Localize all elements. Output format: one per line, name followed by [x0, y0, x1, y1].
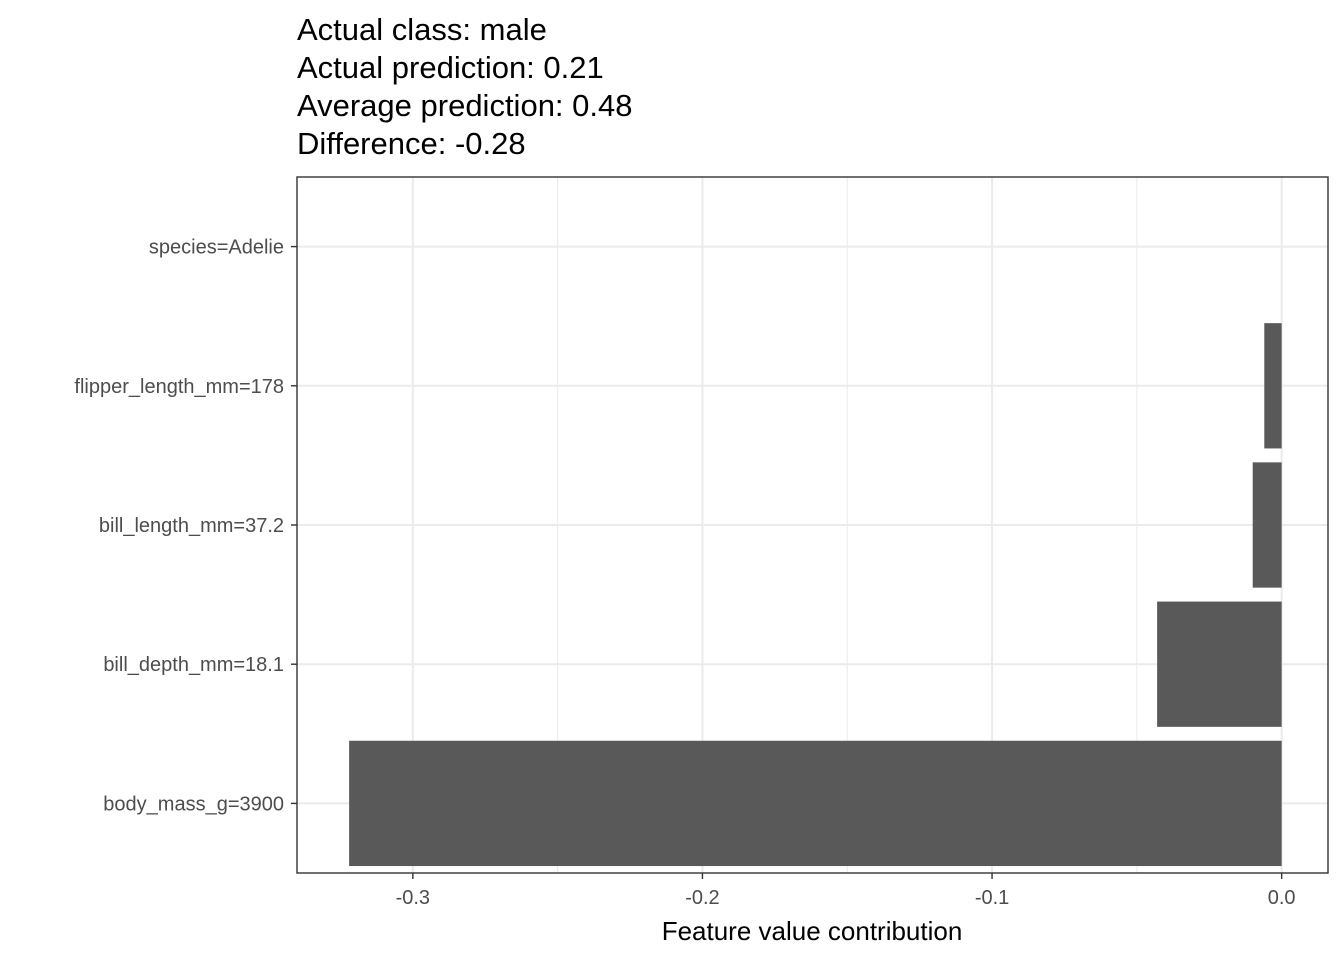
- title-line-average-prediction: Average prediction: 0.48: [297, 88, 633, 123]
- title-line-actual-prediction: Actual prediction: 0.21: [297, 50, 604, 85]
- x-tick-label: -0.1: [975, 887, 1009, 909]
- bar: [349, 740, 1282, 867]
- bar: [1252, 462, 1282, 588]
- y-tick-label: bill_depth_mm=18.1: [103, 654, 284, 676]
- y-tick-label: flipper_length_mm=178: [74, 376, 284, 398]
- title-line-difference: Difference: -0.28: [297, 126, 526, 161]
- x-tick-label: -0.3: [396, 887, 430, 909]
- y-tick-label: bill_length_mm=37.2: [99, 515, 284, 537]
- bar: [1157, 601, 1282, 727]
- y-tick-label: body_mass_g=3900: [103, 793, 284, 815]
- x-axis: -0.3 -0.2 -0.1 0.0: [396, 873, 1296, 909]
- title-line-actual-class: Actual class: male: [297, 12, 547, 47]
- x-tick-label: 0.0: [1268, 887, 1296, 909]
- x-axis-title: Feature value contribution: [662, 916, 963, 946]
- bars: [349, 323, 1282, 867]
- x-tick-label: -0.2: [685, 887, 719, 909]
- bar: [1264, 323, 1282, 449]
- chart-title: Actual class: male Actual prediction: 0.…: [297, 12, 633, 161]
- y-tick-label: species=Adelie: [149, 237, 284, 259]
- y-axis: species=Adelie flipper_length_mm=178 bill_…: [74, 237, 297, 815]
